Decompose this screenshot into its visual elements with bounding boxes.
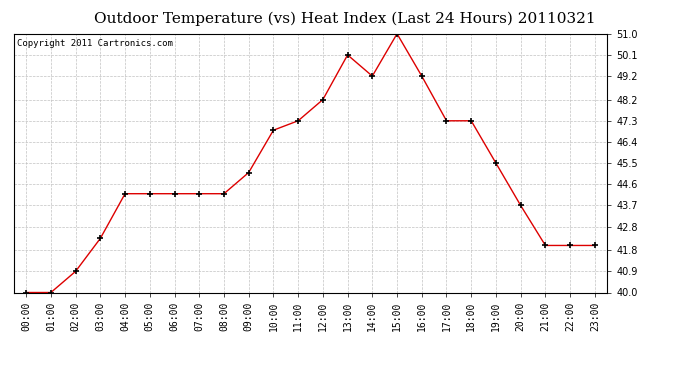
Text: Outdoor Temperature (vs) Heat Index (Last 24 Hours) 20110321: Outdoor Temperature (vs) Heat Index (Las… bbox=[95, 11, 595, 26]
Text: Copyright 2011 Cartronics.com: Copyright 2011 Cartronics.com bbox=[17, 39, 172, 48]
